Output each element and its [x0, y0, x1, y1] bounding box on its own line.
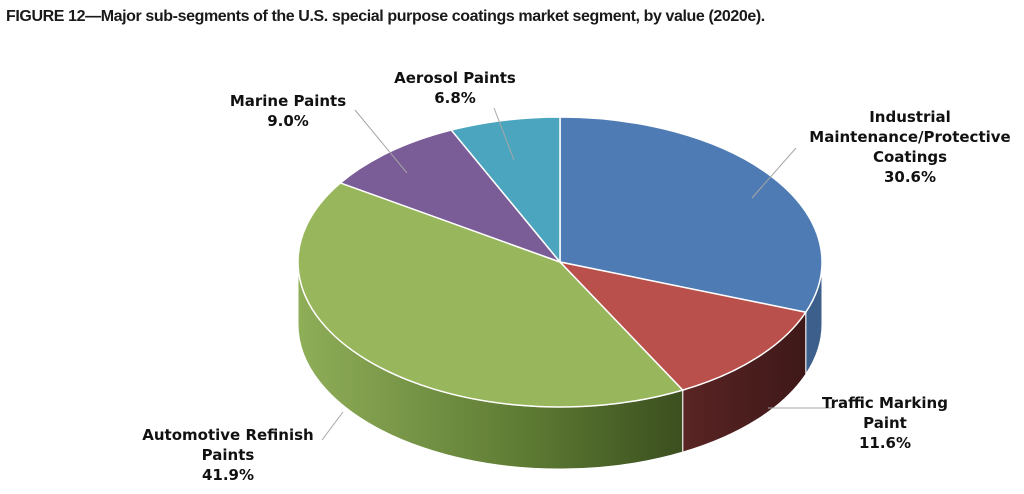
leader-lines: [321, 107, 832, 441]
slice-label-aerosol-paints: Aerosol Paints 6.8%: [394, 69, 516, 107]
slice-labels: Industrial Maintenance/Protective Coatings…: [142, 69, 1010, 484]
leader-line-marine-paints: [354, 109, 408, 174]
leader-line-automotive-refinish-paints: [321, 411, 344, 441]
slice-label-traffic-marking-paint: Traffic Marking Paint 11.6%: [822, 394, 948, 452]
pie-tops: [297, 116, 823, 408]
slice-label-automotive-refinish-paints: Automotive Refinish Paints 41.9%: [142, 426, 313, 484]
slice-label-industrial-maintenance-protective-coatings: Industrial Maintenance/Protective Coatings…: [809, 108, 1010, 186]
leader-line-industrial-maintenance-protective-coatings: [751, 147, 797, 199]
slice-traffic-marking-paint: [557, 260, 808, 391]
slice-aerosol-paints: [449, 116, 561, 265]
slice-automotive-refinish-paints: [297, 182, 685, 408]
leader-line-aerosol-paints: [493, 107, 515, 161]
slice-industrial-maintenance-protective-coatings: [559, 116, 823, 314]
slice-label-marine-paints: Marine Paints 9.0%: [230, 92, 346, 130]
figure-title: FIGURE 12—Major sub-segments of the U.S.…: [6, 8, 765, 25]
